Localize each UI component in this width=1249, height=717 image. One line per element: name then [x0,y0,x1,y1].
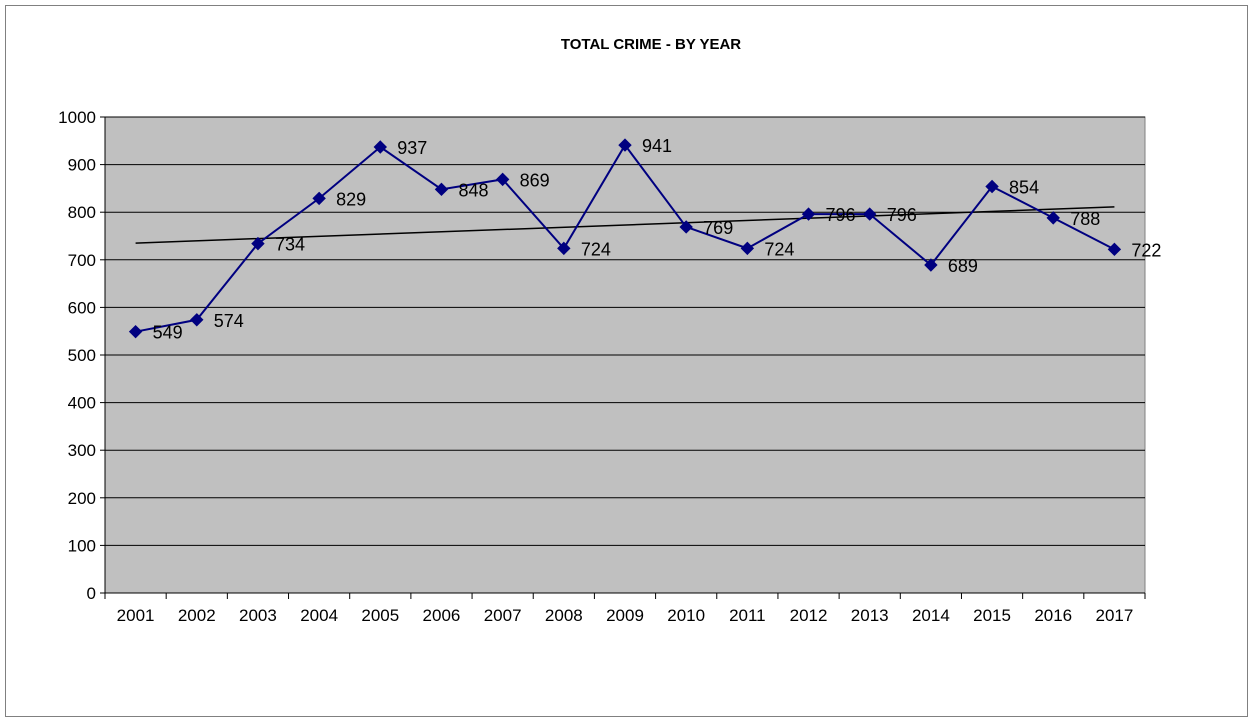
data-label: 788 [1070,209,1100,229]
data-point-marker [557,241,571,256]
data-point-marker [434,182,449,197]
y-tick-label: 600 [68,298,96,317]
data-label: 722 [1131,240,1161,260]
x-tick-label: 2008 [545,606,583,625]
data-label: 937 [397,138,427,158]
y-tick-label: 300 [68,441,96,460]
x-tick-label: 2006 [423,606,461,625]
data-point-marker [985,179,999,194]
data-point-marker [679,220,693,234]
y-tick-label: 900 [68,156,96,175]
data-point-marker [128,324,143,339]
data-point-marker [373,140,388,154]
chart-title: TOTAL CRIME - BY YEAR [560,36,742,53]
data-point-marker [1107,242,1122,257]
x-tick-label: 2002 [178,606,216,625]
y-tick-label: 400 [68,394,96,413]
x-tick-label: 2016 [1034,606,1072,625]
data-point-marker [312,191,326,206]
data-point-marker [495,172,510,187]
data-label: 796 [826,205,856,225]
data-point-marker [618,138,632,152]
y-tick-label: 800 [68,203,96,222]
data-point-marker [740,241,755,256]
data-label: 941 [642,136,672,156]
data-label: 724 [581,239,611,259]
y-tick-label: 100 [68,536,96,555]
data-point-marker [190,313,204,327]
data-label: 549 [153,323,183,343]
y-tick-label: 1000 [58,108,96,127]
data-point-marker [801,207,816,221]
y-tick-label: 500 [68,346,96,365]
data-point-marker [924,258,938,272]
x-tick-label: 2005 [361,606,399,625]
x-tick-label: 2011 [729,606,766,625]
x-tick-label: 2004 [300,606,338,625]
data-point-marker [1046,211,1060,225]
x-tick-label: 2014 [912,606,950,625]
y-tick-label: 700 [68,251,96,270]
data-label: 848 [458,180,488,200]
x-tick-label: 2012 [790,606,828,625]
data-label: 574 [214,311,244,331]
data-point-marker [862,207,877,221]
x-tick-label: 2015 [973,606,1011,625]
data-label: 724 [764,239,794,259]
x-tick-label: 2010 [667,606,705,625]
x-tick-label: 2013 [851,606,889,625]
data-label: 869 [520,170,550,190]
data-label: 734 [275,235,305,255]
y-tick-label: 200 [68,489,96,508]
x-tick-label: 2017 [1095,606,1133,625]
trendline [135,206,1115,244]
x-tick-label: 2003 [239,606,277,625]
data-label: 854 [1009,177,1039,197]
data-point-marker [251,236,265,251]
data-label: 769 [703,218,733,238]
x-tick-label: 2007 [484,606,522,625]
y-tick-label: 0 [87,584,96,603]
x-tick-label: 2001 [117,606,155,625]
data-label: 689 [948,256,978,276]
data-label: 829 [336,189,366,209]
x-tick-label: 2009 [606,606,644,625]
data-label: 796 [887,205,917,225]
